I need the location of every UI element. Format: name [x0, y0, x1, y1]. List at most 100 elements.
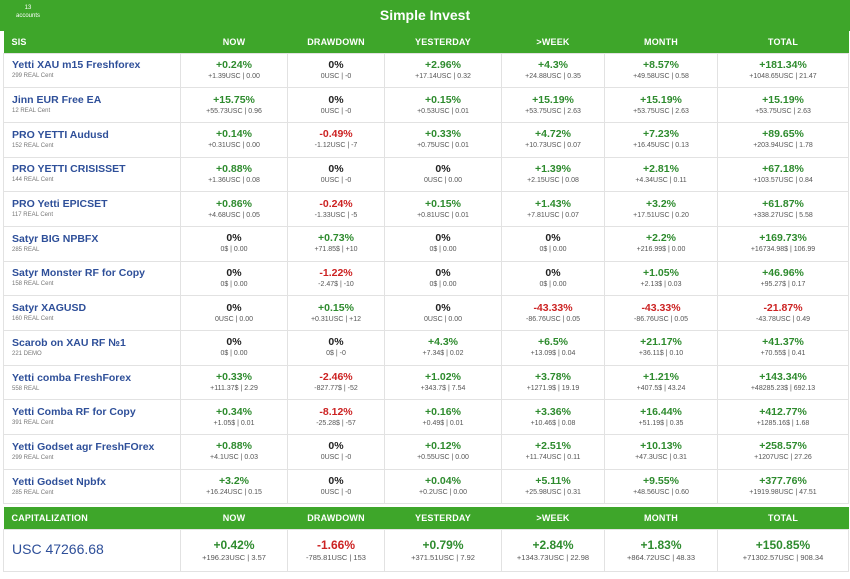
capitalization-row: USC 47266.68 +0.42% +196.23USC | 3.57 -1.6… — [3, 528, 849, 572]
cell-now: +0.33% +111.37$ | 2.29 — [180, 364, 288, 401]
detail-value: 0USC | 0.00 — [423, 315, 462, 323]
detail-value: +16.24USC | 0.15 — [206, 489, 262, 497]
app-title: Simple Invest — [379, 7, 471, 23]
capitalization-header-yesterday: YESTERDAY — [384, 507, 502, 529]
account-meta: 285 REAL Cent — [12, 489, 54, 496]
percent-value: -1.66% — [316, 537, 356, 552]
percent-value: 0% — [545, 232, 561, 245]
detail-value: +53.75USC | 2.63 — [633, 107, 689, 115]
account-name-link[interactable]: Satyr XAGUSD — [12, 302, 87, 315]
cell-drawdown: 0% 0USC | -0 — [287, 52, 385, 89]
account-name-link[interactable]: Satyr Monster RF for Copy — [12, 267, 146, 280]
cell-week: +1.39% +2.15USC | 0.08 — [501, 156, 605, 193]
account-name-link[interactable]: PRO YETTI Audusd — [12, 128, 109, 141]
cell-drawdown: -0.49% -1.12USC | -7 — [287, 121, 385, 158]
detail-value: +70.55$ | 0.41 — [760, 350, 806, 358]
cell-drawdown: -2.46% -827.77$ | -52 — [287, 364, 385, 401]
account-name-link[interactable]: Yetti comba FreshForex — [12, 371, 132, 384]
table-row: Yetti Godset Npbfx 285 REAL Cent +3.2% +16.… — [3, 468, 849, 505]
detail-value: -1.33USC | -5 — [314, 211, 358, 219]
detail-value: 0$ | 0.00 — [539, 246, 567, 254]
account-cell: Yetti Godset Npbfx 285 REAL Cent — [3, 468, 181, 505]
account-name-link[interactable]: PRO YETTI CRISISSET — [12, 163, 126, 176]
account-name-link[interactable]: Yetti Godset Npbfx — [12, 475, 106, 488]
detail-value: 0USC | -0 — [320, 454, 352, 462]
account-name-link[interactable]: Scarob on XAU RF №1 — [12, 336, 126, 349]
cell-yesterday: +0.79% +371.51USC | 7.92 — [384, 528, 502, 572]
detail-value: +203.94USC | 1.78 — [753, 142, 813, 150]
percent-value: -1.22% — [319, 266, 353, 279]
cell-yesterday: +0.16% +0.49$ | 0.01 — [384, 399, 502, 436]
percent-value: 0% — [328, 440, 344, 453]
percent-value: +0.15% — [318, 301, 354, 314]
detail-value: 0$ | 0.00 — [539, 280, 567, 288]
detail-value: 0USC | -0 — [320, 107, 352, 115]
account-name-link[interactable]: Yetti XAU m15 Freshforex — [12, 59, 141, 72]
cell-week: +1.43% +7.81USC | 0.07 — [501, 191, 605, 227]
detail-value: +103.57USC | 0.84 — [753, 176, 813, 184]
percent-value: 0% — [435, 232, 451, 245]
percent-value: +2.81% — [643, 162, 679, 175]
percent-value: +3.2% — [218, 475, 250, 488]
account-cell: Yetti Comba RF for Copy 391 REAL Cent — [3, 399, 181, 436]
percent-value: +0.24% — [216, 58, 252, 71]
column-header-now: NOW — [180, 31, 288, 53]
detail-value: +4.1USC | 0.03 — [210, 454, 258, 462]
cell-week: +4.72% +10.73USC | 0.07 — [501, 121, 605, 158]
cell-drawdown: 0% 0USC | -0 — [287, 434, 385, 470]
capitalization-value-cell: USC 47266.68 — [3, 528, 181, 572]
detail-value: +371.51USC | 7.92 — [411, 552, 475, 562]
percent-value: +67.18% — [762, 162, 804, 175]
percent-value: +2.2% — [645, 232, 677, 245]
percent-value: 0% — [328, 93, 344, 106]
cell-now: +3.2% +16.24USC | 0.15 — [180, 468, 288, 505]
cell-now: 0% 0$ | 0.00 — [180, 330, 288, 366]
percent-value: +377.76% — [759, 475, 807, 488]
account-name-link[interactable]: Yetti Comba RF for Copy — [12, 406, 136, 419]
capitalization-header-month: MONTH — [604, 507, 718, 529]
percent-value: +4.3% — [427, 336, 459, 349]
percent-value: 0% — [226, 336, 242, 349]
detail-value: +17.14USC | 0.32 — [415, 72, 471, 80]
detail-value: +16.45USC | 0.13 — [633, 142, 689, 150]
detail-value: +47.3USC | 0.31 — [635, 454, 687, 462]
percent-value: -0.49% — [319, 128, 353, 141]
percent-value: +4.3% — [537, 58, 569, 71]
account-name-link[interactable]: Yetti Godset agr FreshFOrex — [12, 440, 155, 453]
cell-week: 0% 0$ | 0.00 — [501, 260, 605, 297]
cell-now: +0.88% +1.36USC | 0.08 — [180, 156, 288, 193]
percent-value: +0.34% — [216, 405, 252, 418]
percent-value: 0% — [226, 232, 242, 245]
percent-value: +1.83% — [640, 537, 682, 552]
cell-week: +3.36% +10.46$ | 0.08 — [501, 399, 605, 436]
account-name-link[interactable]: Satyr BIG NPBFX — [12, 232, 99, 245]
detail-value: +1919.98USC | 47.51 — [749, 489, 817, 497]
account-meta: 299 REAL Cent — [12, 454, 54, 461]
cell-now: +0.88% +4.1USC | 0.03 — [180, 434, 288, 470]
percent-value: +2.51% — [535, 440, 571, 453]
column-header-month: MONTH — [604, 31, 718, 53]
account-name-link[interactable]: Jinn EUR Free EA — [12, 94, 102, 107]
capitalization-header-drawdown: DRAWDOWN — [287, 507, 385, 529]
cell-yesterday: 0% 0USC | 0.00 — [384, 295, 502, 331]
cell-week: +5.11% +25.98USC | 0.31 — [501, 468, 605, 505]
percent-value: 0% — [226, 301, 242, 314]
percent-value: +0.33% — [216, 371, 252, 384]
account-name-link[interactable]: PRO Yetti EPICSET — [12, 198, 108, 211]
percent-value: +1.39% — [535, 162, 571, 175]
percent-value: +15.19% — [640, 93, 682, 106]
cell-total: +89.65% +203.94USC | 1.78 — [717, 121, 849, 158]
detail-value: +1285.16$ | 1.68 — [756, 419, 810, 427]
cell-total: +181.34% +1048.65USC | 21.47 — [717, 52, 849, 89]
table-row: Yetti comba FreshForex 558 REAL +0.33% +111… — [3, 364, 849, 401]
percent-value: +0.14% — [216, 128, 252, 141]
account-meta: 158 REAL Cent — [12, 281, 54, 288]
cell-yesterday: +2.96% +17.14USC | 0.32 — [384, 52, 502, 89]
percent-value: +0.15% — [425, 93, 461, 106]
cell-total: +150.85% +71302.57USC | 908.34 — [717, 528, 849, 572]
cell-month: +1.21% +407.5$ | 43.24 — [604, 364, 718, 401]
detail-value: 0$ | 0.00 — [429, 280, 457, 288]
cell-yesterday: +0.04% +0.2USC | 0.00 — [384, 468, 502, 505]
capitalization-value: USC 47266.68 — [12, 541, 104, 557]
percent-value: +15.19% — [532, 93, 574, 106]
